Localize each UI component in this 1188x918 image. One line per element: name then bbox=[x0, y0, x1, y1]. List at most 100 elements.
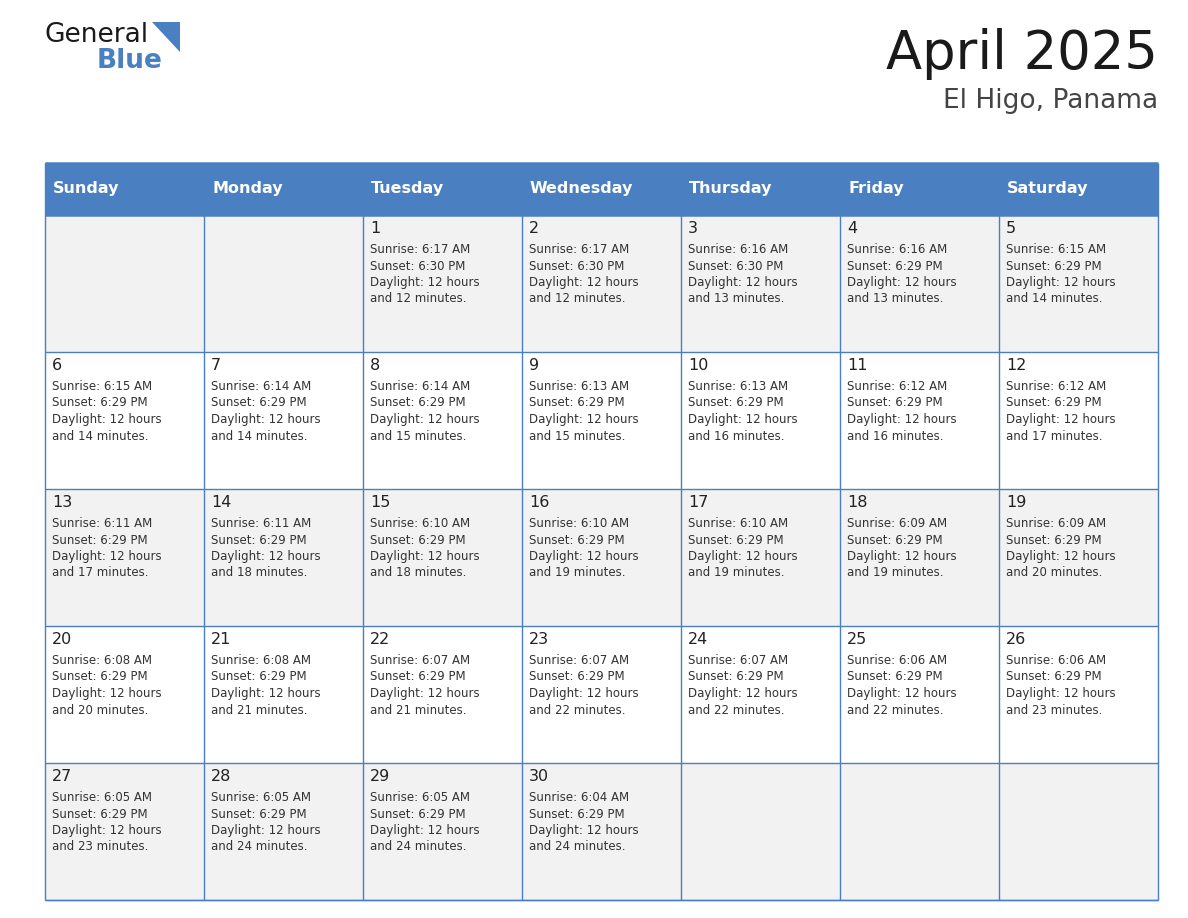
Text: Sunrise: 6:10 AM: Sunrise: 6:10 AM bbox=[529, 517, 630, 530]
Text: Sunrise: 6:15 AM: Sunrise: 6:15 AM bbox=[52, 380, 152, 393]
Text: Daylight: 12 hours: Daylight: 12 hours bbox=[529, 687, 639, 700]
Text: 1: 1 bbox=[369, 221, 380, 236]
Text: Sunset: 6:29 PM: Sunset: 6:29 PM bbox=[211, 397, 307, 409]
Text: Sunset: 6:29 PM: Sunset: 6:29 PM bbox=[211, 533, 307, 546]
Text: 17: 17 bbox=[688, 495, 708, 510]
Text: Sunrise: 6:10 AM: Sunrise: 6:10 AM bbox=[369, 517, 470, 530]
Text: Sunrise: 6:07 AM: Sunrise: 6:07 AM bbox=[529, 654, 630, 667]
Text: 14: 14 bbox=[211, 495, 232, 510]
Text: 8: 8 bbox=[369, 358, 380, 373]
Text: Sunset: 6:29 PM: Sunset: 6:29 PM bbox=[1006, 670, 1101, 684]
Text: and 24 minutes.: and 24 minutes. bbox=[211, 841, 308, 854]
Text: Sunset: 6:29 PM: Sunset: 6:29 PM bbox=[369, 533, 466, 546]
Text: and 22 minutes.: and 22 minutes. bbox=[847, 703, 943, 717]
Text: and 19 minutes.: and 19 minutes. bbox=[529, 566, 626, 579]
Text: Sunrise: 6:06 AM: Sunrise: 6:06 AM bbox=[847, 654, 947, 667]
Text: Daylight: 12 hours: Daylight: 12 hours bbox=[688, 687, 797, 700]
Text: Sunrise: 6:14 AM: Sunrise: 6:14 AM bbox=[369, 380, 470, 393]
Text: 22: 22 bbox=[369, 632, 390, 647]
Text: Daylight: 12 hours: Daylight: 12 hours bbox=[369, 276, 480, 289]
Text: 4: 4 bbox=[847, 221, 857, 236]
Text: Daylight: 12 hours: Daylight: 12 hours bbox=[52, 413, 162, 426]
Text: Sunrise: 6:06 AM: Sunrise: 6:06 AM bbox=[1006, 654, 1106, 667]
Text: Sunrise: 6:07 AM: Sunrise: 6:07 AM bbox=[369, 654, 470, 667]
Text: 19: 19 bbox=[1006, 495, 1026, 510]
Text: 30: 30 bbox=[529, 769, 549, 784]
Text: Blue: Blue bbox=[97, 48, 163, 74]
Text: and 24 minutes.: and 24 minutes. bbox=[369, 841, 467, 854]
Bar bbox=[45, 489, 1158, 626]
Text: Daylight: 12 hours: Daylight: 12 hours bbox=[369, 550, 480, 563]
Polygon shape bbox=[152, 22, 181, 52]
Text: Sunset: 6:29 PM: Sunset: 6:29 PM bbox=[847, 670, 942, 684]
Text: and 15 minutes.: and 15 minutes. bbox=[529, 430, 625, 442]
Text: Daylight: 12 hours: Daylight: 12 hours bbox=[211, 550, 321, 563]
Text: Sunset: 6:29 PM: Sunset: 6:29 PM bbox=[1006, 260, 1101, 273]
Text: Sunrise: 6:15 AM: Sunrise: 6:15 AM bbox=[1006, 243, 1106, 256]
Text: Daylight: 12 hours: Daylight: 12 hours bbox=[52, 687, 162, 700]
Text: and 14 minutes.: and 14 minutes. bbox=[1006, 293, 1102, 306]
Text: Daylight: 12 hours: Daylight: 12 hours bbox=[1006, 276, 1116, 289]
Text: Sunrise: 6:13 AM: Sunrise: 6:13 AM bbox=[529, 380, 630, 393]
Text: Thursday: Thursday bbox=[689, 182, 772, 196]
Text: Daylight: 12 hours: Daylight: 12 hours bbox=[369, 824, 480, 837]
Text: 7: 7 bbox=[211, 358, 221, 373]
Text: Sunset: 6:29 PM: Sunset: 6:29 PM bbox=[529, 808, 625, 821]
Text: Daylight: 12 hours: Daylight: 12 hours bbox=[369, 413, 480, 426]
Text: Daylight: 12 hours: Daylight: 12 hours bbox=[688, 276, 797, 289]
Text: and 15 minutes.: and 15 minutes. bbox=[369, 430, 467, 442]
Text: 28: 28 bbox=[211, 769, 232, 784]
Text: Sunrise: 6:12 AM: Sunrise: 6:12 AM bbox=[1006, 380, 1106, 393]
Text: Daylight: 12 hours: Daylight: 12 hours bbox=[847, 550, 956, 563]
Text: 6: 6 bbox=[52, 358, 62, 373]
Text: 2: 2 bbox=[529, 221, 539, 236]
Text: 3: 3 bbox=[688, 221, 699, 236]
Text: and 20 minutes.: and 20 minutes. bbox=[52, 703, 148, 717]
Text: Daylight: 12 hours: Daylight: 12 hours bbox=[52, 550, 162, 563]
Text: Sunrise: 6:14 AM: Sunrise: 6:14 AM bbox=[211, 380, 311, 393]
Text: Sunset: 6:29 PM: Sunset: 6:29 PM bbox=[688, 533, 784, 546]
Text: Sunrise: 6:07 AM: Sunrise: 6:07 AM bbox=[688, 654, 788, 667]
Text: and 13 minutes.: and 13 minutes. bbox=[847, 293, 943, 306]
Text: and 17 minutes.: and 17 minutes. bbox=[1006, 430, 1102, 442]
Text: and 16 minutes.: and 16 minutes. bbox=[688, 430, 784, 442]
Text: Sunrise: 6:17 AM: Sunrise: 6:17 AM bbox=[369, 243, 470, 256]
Text: Daylight: 12 hours: Daylight: 12 hours bbox=[529, 550, 639, 563]
Text: 9: 9 bbox=[529, 358, 539, 373]
Text: and 12 minutes.: and 12 minutes. bbox=[529, 293, 626, 306]
Text: Daylight: 12 hours: Daylight: 12 hours bbox=[369, 687, 480, 700]
Text: Daylight: 12 hours: Daylight: 12 hours bbox=[847, 413, 956, 426]
Text: Sunset: 6:29 PM: Sunset: 6:29 PM bbox=[847, 533, 942, 546]
Text: Sunset: 6:29 PM: Sunset: 6:29 PM bbox=[1006, 533, 1101, 546]
Text: 16: 16 bbox=[529, 495, 549, 510]
Text: Sunrise: 6:08 AM: Sunrise: 6:08 AM bbox=[52, 654, 152, 667]
Text: Sunset: 6:29 PM: Sunset: 6:29 PM bbox=[529, 533, 625, 546]
Text: Sunset: 6:30 PM: Sunset: 6:30 PM bbox=[529, 260, 625, 273]
Text: 21: 21 bbox=[211, 632, 232, 647]
Text: Sunrise: 6:05 AM: Sunrise: 6:05 AM bbox=[52, 791, 152, 804]
Text: and 14 minutes.: and 14 minutes. bbox=[211, 430, 308, 442]
Text: and 13 minutes.: and 13 minutes. bbox=[688, 293, 784, 306]
Bar bbox=[45, 163, 1158, 215]
Text: 29: 29 bbox=[369, 769, 390, 784]
Text: 24: 24 bbox=[688, 632, 708, 647]
Text: and 17 minutes.: and 17 minutes. bbox=[52, 566, 148, 579]
Text: Sunrise: 6:11 AM: Sunrise: 6:11 AM bbox=[211, 517, 311, 530]
Text: Sunset: 6:29 PM: Sunset: 6:29 PM bbox=[52, 397, 147, 409]
Text: Daylight: 12 hours: Daylight: 12 hours bbox=[847, 276, 956, 289]
Text: 20: 20 bbox=[52, 632, 72, 647]
Text: Sunrise: 6:09 AM: Sunrise: 6:09 AM bbox=[1006, 517, 1106, 530]
Text: General: General bbox=[45, 22, 150, 48]
Text: Sunset: 6:29 PM: Sunset: 6:29 PM bbox=[688, 397, 784, 409]
Text: Sunset: 6:29 PM: Sunset: 6:29 PM bbox=[688, 670, 784, 684]
Text: Sunrise: 6:16 AM: Sunrise: 6:16 AM bbox=[847, 243, 947, 256]
Text: and 18 minutes.: and 18 minutes. bbox=[369, 566, 467, 579]
Text: and 20 minutes.: and 20 minutes. bbox=[1006, 566, 1102, 579]
Bar bbox=[45, 626, 1158, 763]
Text: and 18 minutes.: and 18 minutes. bbox=[211, 566, 308, 579]
Text: and 12 minutes.: and 12 minutes. bbox=[369, 293, 467, 306]
Text: April 2025: April 2025 bbox=[886, 28, 1158, 80]
Text: Daylight: 12 hours: Daylight: 12 hours bbox=[529, 413, 639, 426]
Text: 26: 26 bbox=[1006, 632, 1026, 647]
Text: Sunset: 6:29 PM: Sunset: 6:29 PM bbox=[211, 808, 307, 821]
